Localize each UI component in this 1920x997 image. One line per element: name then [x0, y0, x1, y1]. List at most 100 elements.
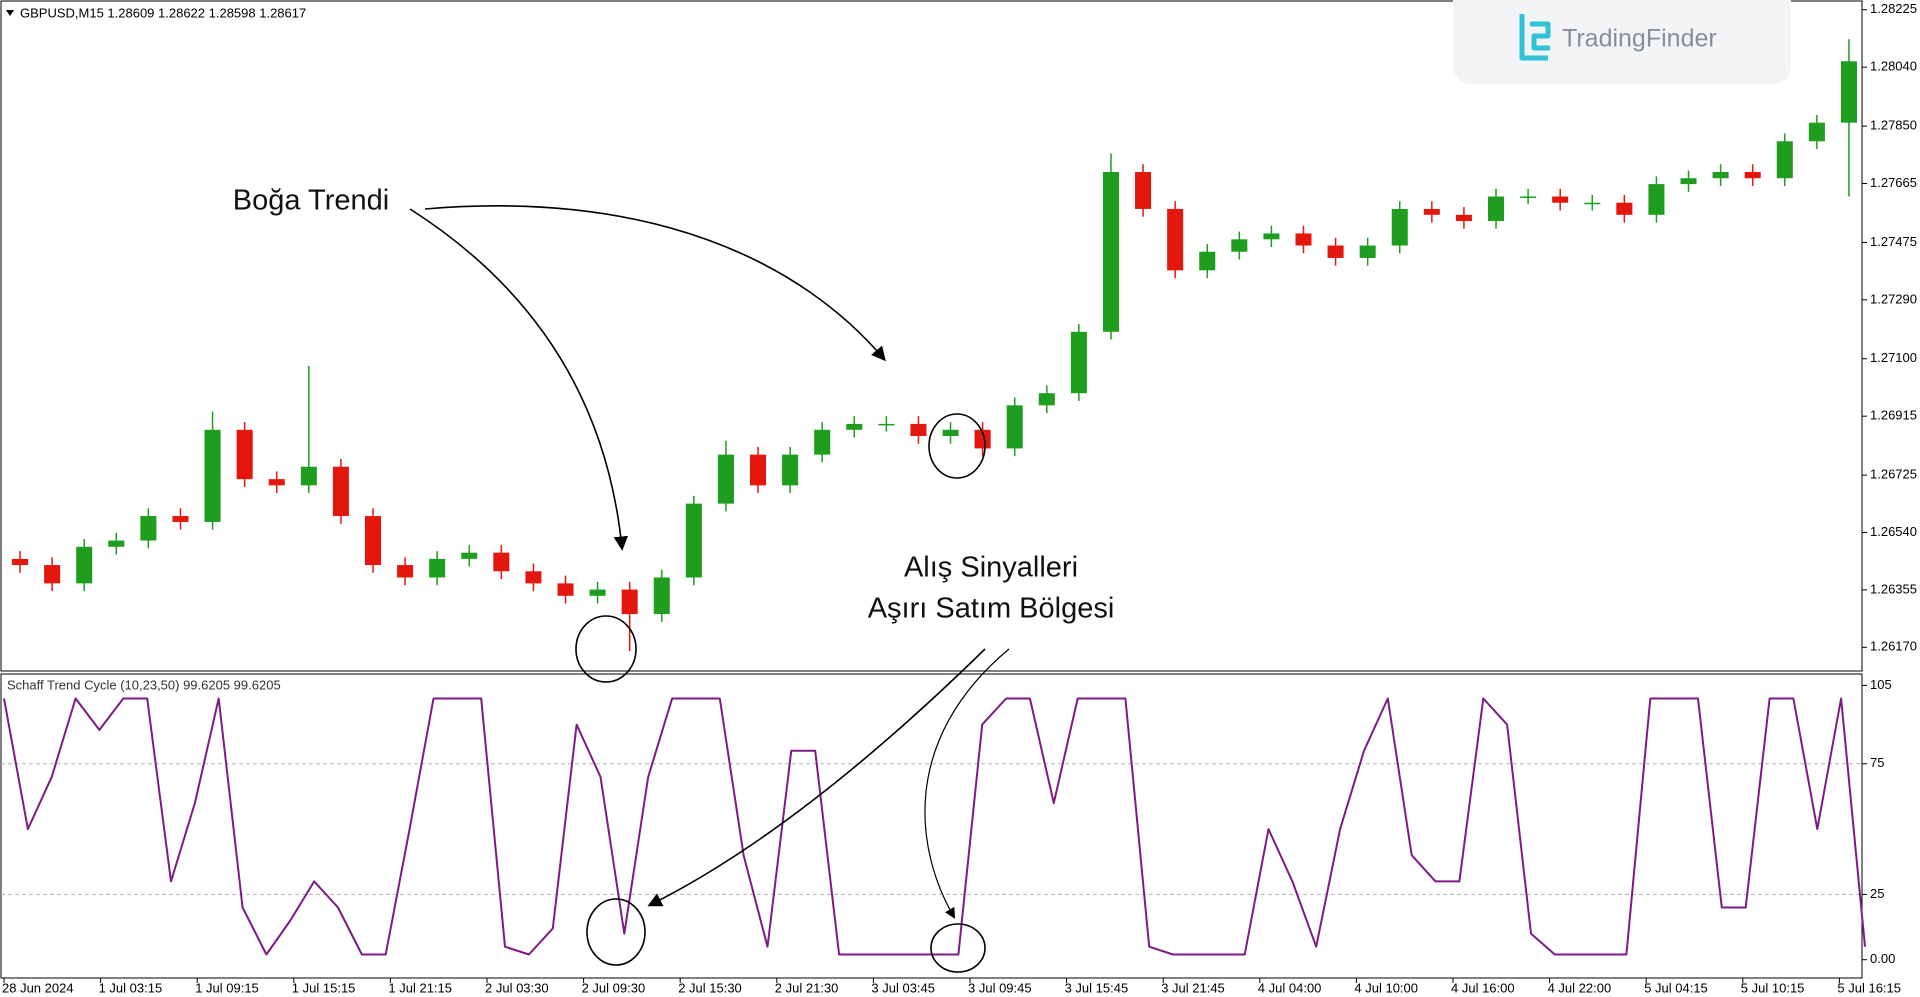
y-tick-label: 105: [1870, 677, 1892, 692]
candle-body: [140, 516, 157, 541]
annotation: Aşırı Satım Bölgesi: [868, 593, 1115, 625]
candle-body: [621, 589, 638, 615]
logo-text: TradingFinder: [1562, 25, 1717, 53]
candle-body: [397, 565, 414, 578]
candle-body: [942, 429, 959, 437]
y-tick-label: 0.00: [1870, 951, 1895, 966]
arrows: [409, 205, 1010, 973]
highlight-circle: [928, 413, 986, 479]
x-tick-label: 1 Jul 21:15: [388, 980, 452, 995]
indicator-panel: [0, 673, 1863, 979]
candle-body: [589, 589, 606, 596]
candle-body: [76, 546, 93, 584]
candle-body: [429, 558, 446, 578]
candle-body: [557, 583, 574, 596]
x-tick-label: 3 Jul 15:45: [1065, 980, 1129, 995]
candle-body: [653, 577, 670, 615]
watermark: TradingFinder: [1453, 0, 1791, 84]
y-tick-label: 1.27850: [1870, 118, 1917, 133]
x-tick-label: 2 Jul 21:30: [775, 980, 839, 995]
candle-body: [685, 503, 702, 578]
annotation: Alış Sinyalleri: [904, 552, 1078, 584]
candle-body: [1199, 251, 1216, 271]
candle-body: [782, 454, 799, 486]
candle-body: [1744, 172, 1761, 179]
y-tick-label: 75: [1870, 755, 1884, 770]
highlight-circle: [930, 923, 986, 973]
candle-body: [1135, 172, 1152, 209]
y-tick-label: 1.27290: [1870, 291, 1917, 306]
candle-body: [1680, 178, 1697, 185]
highlight-circle: [575, 615, 637, 683]
candle-body: [1584, 202, 1601, 205]
candle-body: [1006, 405, 1023, 449]
arrow: [409, 208, 629, 551]
candle-body: [878, 423, 895, 426]
candle-body: [1295, 233, 1312, 246]
candle-body: [717, 454, 734, 504]
candle-body: [1327, 245, 1344, 258]
x-tick-label: 3 Jul 03:45: [871, 980, 935, 995]
candle-body: [1840, 61, 1857, 123]
candle-body: [461, 552, 478, 559]
candle-body: [1070, 331, 1087, 394]
candle-body: [814, 429, 831, 455]
logo-box: [1453, 0, 1791, 84]
candle-body: [1712, 172, 1729, 179]
dropdown-icon: [6, 10, 14, 16]
arrow: [647, 648, 986, 907]
x-tick-label: 3 Jul 21:45: [1161, 980, 1225, 995]
x-tick-label: 4 Jul 10:00: [1354, 980, 1418, 995]
candle-body: [236, 429, 253, 480]
candle-body: [1263, 233, 1280, 240]
candle-body: [1616, 202, 1633, 215]
x-tick-label: 1 Jul 03:15: [99, 980, 163, 995]
x-tick-label: 1 Jul 09:15: [195, 980, 259, 995]
candle-body: [1455, 214, 1472, 222]
x-tick-label: 3 Jul 09:45: [968, 980, 1032, 995]
x-tick-label: 2 Jul 03:30: [485, 980, 549, 995]
chart-title: GBPUSD,M15 1.28609 1.28622 1.28598 1.286…: [20, 5, 306, 20]
candle-body: [44, 565, 61, 584]
y-tick-label: 25: [1870, 886, 1884, 901]
y-tick-label: 1.27665: [1870, 175, 1917, 190]
price-panel: [0, 0, 1863, 672]
candle-body: [1552, 196, 1569, 203]
candle-body: [493, 552, 510, 572]
candle-body: [974, 429, 991, 449]
candle-body: [1648, 184, 1665, 215]
y-tick-label: 1.26725: [1870, 467, 1917, 482]
annotation: Boğa Trendi: [233, 185, 389, 217]
candle-body: [204, 429, 221, 522]
x-tick-label: 4 Jul 22:00: [1548, 980, 1612, 995]
x-tick-label: 5 Jul 10:15: [1741, 980, 1805, 995]
y-tick-label: 1.26355: [1870, 581, 1917, 596]
candle-body: [525, 571, 542, 584]
candle-body: [1391, 208, 1408, 246]
x-tick-label: 2 Jul 09:30: [582, 980, 646, 995]
x-tick-label: 1 Jul 15:15: [292, 980, 356, 995]
y-tick-label: 1.26540: [1870, 524, 1917, 539]
y-tick-label: 1.26915: [1870, 408, 1917, 423]
candle-body: [332, 466, 349, 517]
candle-body: [268, 479, 285, 486]
y-tick-label: 1.27100: [1870, 350, 1917, 365]
highlight-circle: [586, 898, 646, 966]
candle-body: [12, 558, 29, 566]
y-tick-label: 1.28225: [1870, 1, 1917, 16]
x-tick-label: 5 Jul 04:15: [1644, 980, 1708, 995]
candle-body: [1520, 196, 1537, 199]
candle-body: [1102, 172, 1119, 332]
x-tick-label: 28 Jun 2024: [2, 980, 74, 995]
candle-body: [846, 423, 863, 430]
candle-body: [1231, 239, 1248, 252]
candle-body: [172, 516, 189, 522]
candle-body: [1808, 122, 1825, 142]
logo-icon: [1519, 14, 1551, 61]
x-tick-label: 5 Jul 16:15: [1837, 980, 1901, 995]
candle-body: [750, 454, 767, 486]
arrow: [424, 205, 886, 362]
